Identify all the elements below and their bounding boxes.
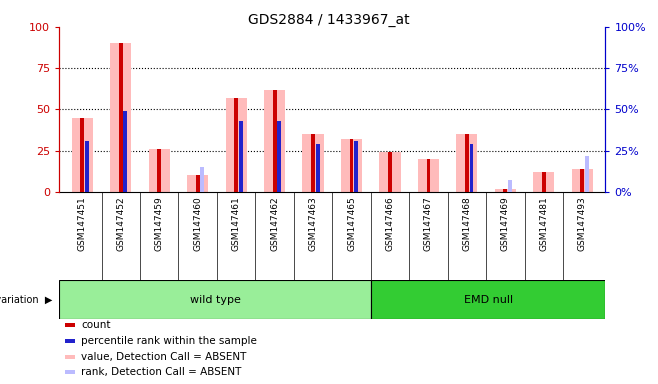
- Bar: [64, 355, 74, 359]
- Bar: [239, 121, 243, 192]
- Bar: [349, 139, 353, 192]
- Text: GSM147461: GSM147461: [232, 197, 241, 251]
- Bar: [533, 172, 555, 192]
- Text: GSM147468: GSM147468: [463, 197, 471, 251]
- Text: GSM147466: GSM147466: [386, 197, 395, 251]
- Bar: [580, 169, 584, 192]
- Bar: [59, 280, 371, 319]
- Bar: [585, 156, 589, 192]
- Text: GSM147469: GSM147469: [501, 197, 510, 251]
- Bar: [157, 149, 161, 192]
- Text: GSM147459: GSM147459: [155, 197, 164, 251]
- Bar: [80, 118, 84, 192]
- Bar: [85, 141, 89, 192]
- Text: GDS2884 / 1433967_at: GDS2884 / 1433967_at: [248, 13, 410, 27]
- Bar: [572, 169, 593, 192]
- Bar: [426, 159, 430, 192]
- Bar: [311, 134, 315, 192]
- Bar: [465, 134, 468, 192]
- Bar: [149, 149, 170, 192]
- Bar: [234, 98, 238, 192]
- Bar: [124, 111, 127, 192]
- Text: GSM147452: GSM147452: [116, 197, 125, 251]
- Bar: [316, 144, 320, 192]
- Bar: [187, 175, 208, 192]
- Text: GSM147481: GSM147481: [540, 197, 548, 251]
- Bar: [226, 98, 247, 192]
- Bar: [277, 121, 281, 192]
- Bar: [503, 189, 507, 192]
- Bar: [264, 89, 285, 192]
- Text: wild type: wild type: [190, 295, 241, 305]
- Text: GSM147460: GSM147460: [193, 197, 202, 251]
- Bar: [341, 139, 362, 192]
- Bar: [470, 144, 474, 192]
- Bar: [64, 339, 74, 343]
- Bar: [371, 280, 605, 319]
- Text: genotype/variation  ▶: genotype/variation ▶: [0, 295, 53, 305]
- Text: GSM147493: GSM147493: [578, 197, 587, 251]
- Bar: [196, 175, 199, 192]
- Bar: [418, 159, 439, 192]
- Bar: [380, 152, 401, 192]
- Text: GSM147451: GSM147451: [78, 197, 87, 251]
- Bar: [119, 43, 122, 192]
- Bar: [201, 167, 204, 192]
- Text: GSM147462: GSM147462: [270, 197, 279, 251]
- Bar: [495, 189, 516, 192]
- Bar: [457, 134, 478, 192]
- Bar: [64, 370, 74, 374]
- Text: GSM147467: GSM147467: [424, 197, 433, 251]
- Bar: [508, 180, 512, 192]
- Text: GSM147465: GSM147465: [347, 197, 356, 251]
- Bar: [64, 323, 74, 327]
- Bar: [542, 172, 545, 192]
- Bar: [388, 152, 392, 192]
- Bar: [272, 89, 276, 192]
- Bar: [110, 43, 132, 192]
- Bar: [72, 118, 93, 192]
- Text: rank, Detection Call = ABSENT: rank, Detection Call = ABSENT: [81, 367, 241, 377]
- Text: value, Detection Call = ABSENT: value, Detection Call = ABSENT: [81, 352, 247, 362]
- Bar: [303, 134, 324, 192]
- Text: GSM147463: GSM147463: [309, 197, 318, 251]
- Text: count: count: [81, 320, 111, 330]
- Bar: [354, 141, 358, 192]
- Text: EMD null: EMD null: [464, 295, 513, 305]
- Text: percentile rank within the sample: percentile rank within the sample: [81, 336, 257, 346]
